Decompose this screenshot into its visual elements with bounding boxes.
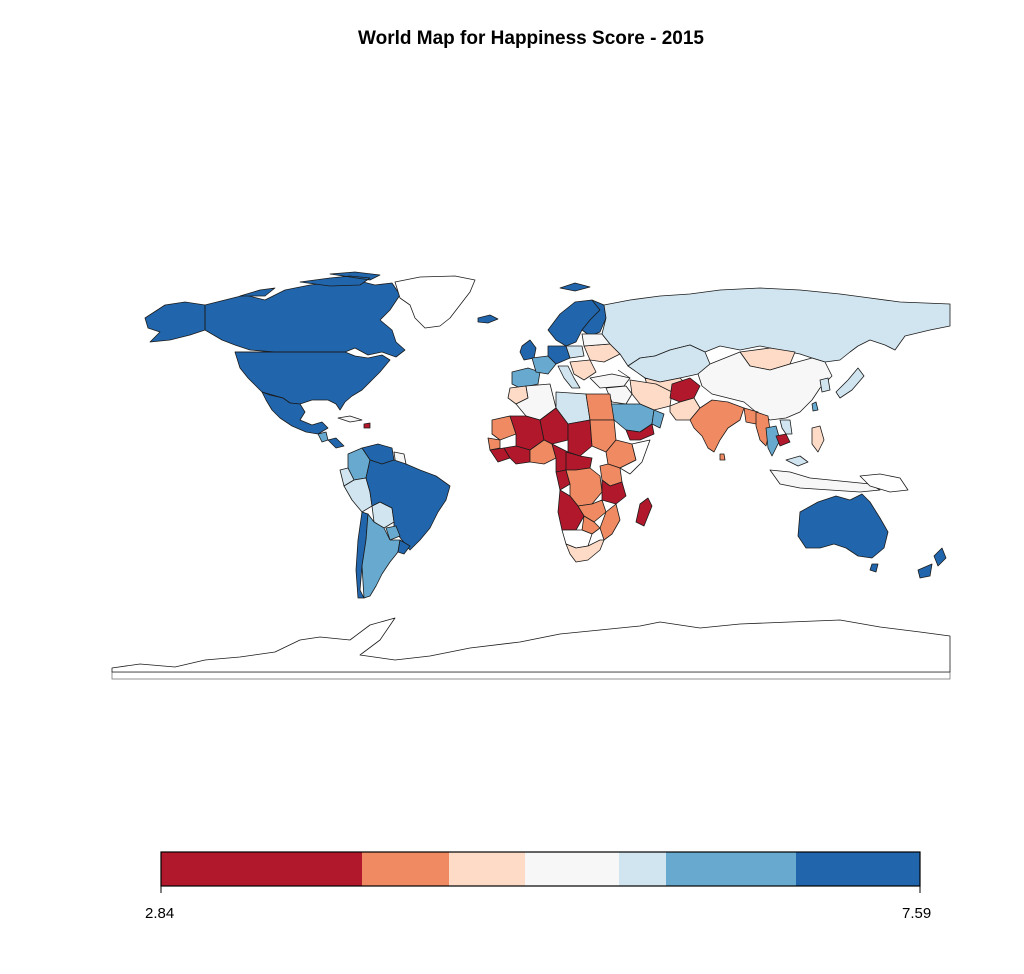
country-cambodia[interactable] bbox=[775, 433, 791, 447]
country-papua bbox=[859, 473, 909, 493]
country-madagascar[interactable] bbox=[635, 497, 653, 527]
legend-swatch bbox=[619, 852, 666, 886]
country-canada-islands bbox=[239, 271, 591, 297]
country-turkey[interactable] bbox=[589, 373, 631, 389]
legend-swatch bbox=[161, 852, 362, 886]
country-brazil[interactable] bbox=[365, 459, 451, 551]
country-india[interactable] bbox=[689, 399, 745, 453]
country-angola[interactable] bbox=[557, 489, 585, 531]
country-canada[interactable] bbox=[204, 279, 406, 358]
country-zimbabwe[interactable] bbox=[581, 515, 601, 535]
country-tasmania bbox=[869, 563, 879, 573]
country-yemen[interactable] bbox=[625, 423, 655, 441]
country-thailand[interactable] bbox=[765, 425, 781, 457]
country-alaska[interactable] bbox=[144, 301, 206, 343]
legend-max-label: 7.59 bbox=[902, 905, 932, 922]
country-australia[interactable] bbox=[797, 493, 889, 559]
country-china[interactable] bbox=[697, 351, 833, 421]
legend-swatch bbox=[449, 852, 525, 886]
country-usa[interactable] bbox=[234, 351, 391, 411]
country-paraguay[interactable] bbox=[385, 525, 401, 541]
legend-min-label: 2.84 bbox=[145, 905, 175, 922]
country-mexico[interactable] bbox=[261, 391, 329, 435]
country-iceland[interactable] bbox=[477, 314, 499, 324]
antarctica bbox=[111, 617, 951, 673]
country-japan[interactable] bbox=[835, 367, 865, 399]
country-myanmar[interactable] bbox=[755, 411, 771, 447]
country-costa-rica[interactable] bbox=[327, 437, 345, 449]
country-italy[interactable] bbox=[557, 365, 581, 389]
country-cuba[interactable] bbox=[337, 415, 363, 423]
country-uk[interactable] bbox=[519, 339, 537, 361]
country-senegal[interactable] bbox=[487, 437, 501, 451]
country-taiwan[interactable] bbox=[811, 401, 819, 412]
country-germany[interactable] bbox=[547, 345, 571, 365]
country-philippines[interactable] bbox=[811, 425, 825, 453]
border-lines bbox=[204, 305, 631, 399]
country-oman[interactable] bbox=[651, 409, 665, 429]
country-vietnam[interactable] bbox=[779, 419, 793, 435]
greenland bbox=[394, 275, 476, 329]
country-korea[interactable] bbox=[819, 377, 831, 393]
country-balkans[interactable] bbox=[569, 359, 597, 381]
country-drc[interactable] bbox=[565, 467, 603, 507]
country-argentina[interactable] bbox=[361, 513, 401, 599]
country-uruguay[interactable] bbox=[397, 539, 411, 555]
map-title: World Map for Happiness Score - 2015 bbox=[358, 28, 704, 49]
country-iran[interactable] bbox=[629, 379, 673, 411]
country-sri-lanka[interactable] bbox=[719, 453, 726, 461]
country-mauritania[interactable] bbox=[491, 415, 517, 441]
country-egypt[interactable] bbox=[585, 393, 615, 421]
country-new-zealand[interactable] bbox=[917, 547, 947, 579]
country-haiti[interactable] bbox=[363, 422, 371, 429]
legend-colorbar bbox=[161, 852, 920, 886]
country-france[interactable] bbox=[531, 355, 557, 375]
country-chad[interactable] bbox=[567, 419, 593, 457]
country-indonesia[interactable] bbox=[769, 469, 881, 493]
legend-swatch bbox=[796, 852, 920, 886]
country-ivory-coast-ghana[interactable] bbox=[503, 445, 531, 465]
country-poland[interactable] bbox=[565, 345, 585, 359]
country-somalia[interactable] bbox=[619, 439, 651, 475]
country-guatemala[interactable] bbox=[317, 431, 329, 443]
legend-frame bbox=[160, 851, 921, 887]
country-malaysia[interactable] bbox=[785, 455, 809, 467]
country-south-africa[interactable] bbox=[565, 539, 605, 563]
legend-swatch bbox=[525, 852, 619, 886]
legend-swatch bbox=[362, 852, 449, 886]
map-frame bbox=[111, 671, 951, 680]
country-spain-portugal[interactable] bbox=[511, 367, 541, 389]
legend-swatch bbox=[666, 852, 796, 886]
